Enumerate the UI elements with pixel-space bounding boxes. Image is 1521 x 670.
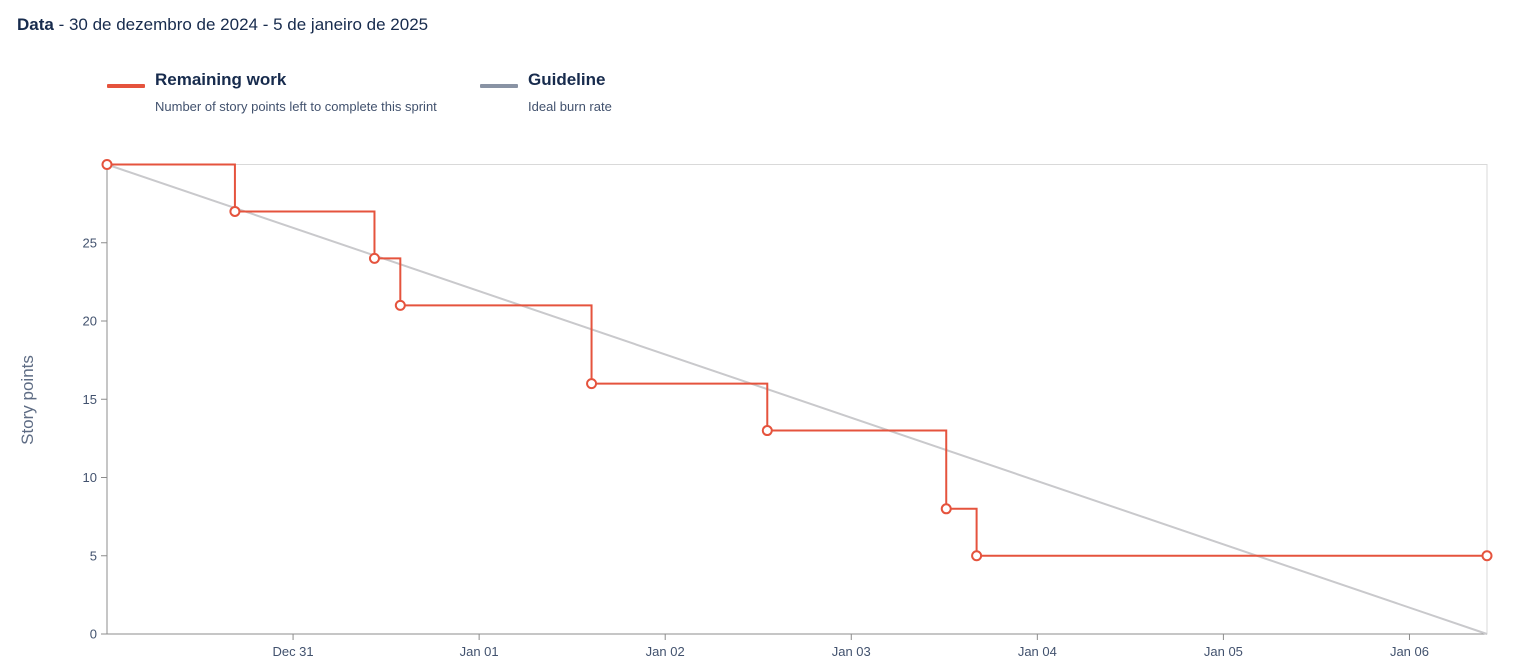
axes: 0 5 10 15 20 25 Dec 31 Jan 01 Jan 02 Jan 03 Jan 04… (83, 164, 1487, 659)
legend-title: Guideline (528, 70, 606, 89)
legend-description: Ideal burn rate (528, 99, 612, 114)
y-tick-label: 0 (90, 627, 97, 642)
date-label: Data (17, 15, 54, 34)
remaining-work-point (761, 425, 773, 437)
remaining-work-point (101, 159, 113, 170)
remaining-work-point (586, 378, 598, 390)
sprint-date-header: Data - 30 de dezembro de 2024 - 5 de jan… (17, 15, 428, 35)
remaining-work-point (229, 205, 241, 217)
x-tick-label: Jan 02 (646, 644, 685, 659)
x-tick-label: Dec 31 (272, 644, 313, 659)
y-tick-label: 15 (83, 392, 97, 407)
guideline-swatch (480, 84, 518, 88)
guideline-line (106, 163, 1488, 635)
legend-description: Number of story points left to complete … (155, 99, 437, 114)
remaining-work-line (107, 163, 1487, 557)
y-tick-label: 10 (83, 470, 97, 485)
x-tick-label: Jan 01 (460, 644, 499, 659)
remaining-work-point (394, 299, 406, 311)
y-tick-label: 20 (83, 314, 97, 329)
y-tick-label: 25 (83, 235, 97, 250)
legend-title: Remaining work (155, 70, 287, 89)
remaining-work-point (1481, 550, 1493, 562)
y-axis-title: Story points (18, 355, 37, 445)
date-range: - 30 de dezembro de 2024 - 5 de janeiro … (53, 15, 429, 34)
x-tick-label: Jan 06 (1390, 644, 1429, 659)
x-tick-label: Jan 03 (832, 644, 871, 659)
remaining-work-swatch (107, 84, 145, 88)
remaining-work-point (368, 252, 380, 264)
x-tick-label: Jan 05 (1204, 644, 1243, 659)
series-layer (101, 159, 1493, 635)
remaining-work-point (971, 550, 983, 562)
x-tick-label: Jan 04 (1018, 644, 1057, 659)
y-tick-label: 5 (90, 548, 97, 563)
remaining-work-point (940, 503, 952, 515)
